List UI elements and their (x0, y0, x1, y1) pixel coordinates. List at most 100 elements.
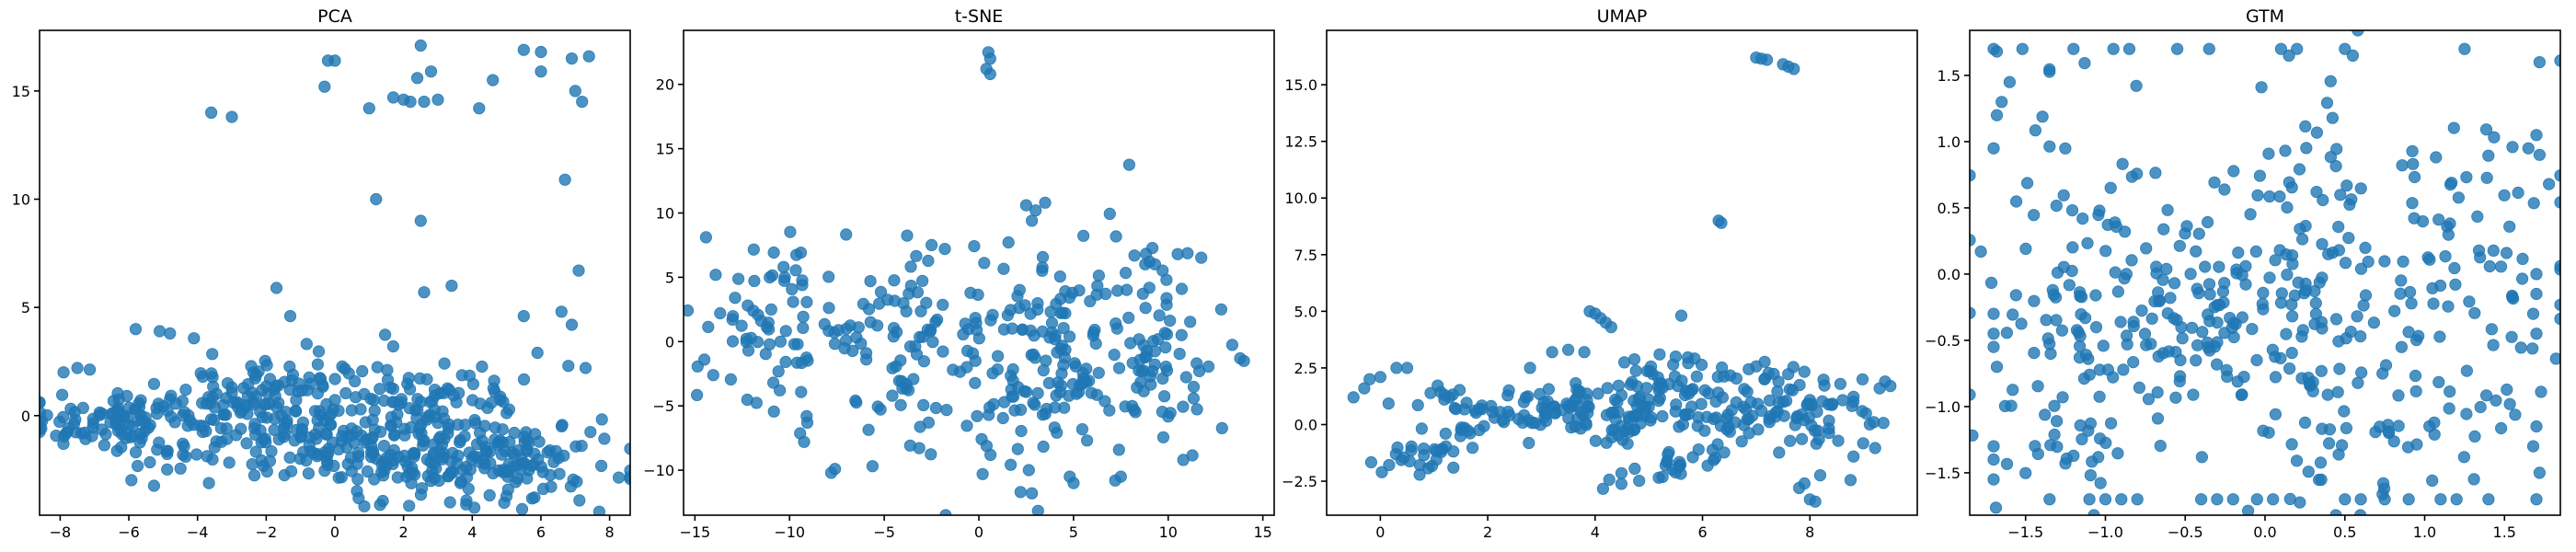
data-point (2388, 305, 2401, 317)
panel-umap: UMAP 0 2 4 6 8 −2.5 0.0 2.5 5.0 7.5 10.0 12.5 15.0 (1282, 6, 1918, 541)
data-point (1036, 250, 1050, 264)
data-point (866, 460, 880, 473)
data-point (444, 466, 457, 478)
data-point (828, 338, 842, 351)
data-point (2339, 493, 2352, 506)
data-point (1214, 303, 1228, 316)
data-point (917, 398, 930, 411)
data-point (2346, 49, 2359, 63)
data-point (2190, 354, 2202, 367)
data-point (2447, 121, 2460, 134)
data-point (2426, 282, 2439, 294)
data-point (194, 420, 207, 432)
y-tick-label: 5 (21, 299, 30, 316)
data-point (969, 376, 982, 389)
data-point (1156, 431, 1170, 443)
data-point (210, 387, 223, 400)
data-point (2099, 245, 2112, 258)
x-tick-label: 0.0 (2253, 523, 2276, 541)
points-pca (40, 39, 630, 515)
data-point (572, 264, 585, 277)
data-point (2315, 364, 2328, 377)
data-point (2186, 321, 2199, 334)
data-point (1653, 348, 1666, 361)
data-point (230, 429, 243, 442)
data-point (709, 269, 722, 282)
data-point (1114, 470, 1127, 483)
data-point (2444, 178, 2457, 191)
data-point (2285, 181, 2298, 194)
data-point (196, 370, 209, 384)
data-point (386, 339, 399, 353)
x-tick: −1.0 (2087, 515, 2123, 541)
data-point (1987, 453, 2000, 466)
data-point (2168, 277, 2181, 290)
x-tick: 0 (974, 515, 983, 541)
data-point (1390, 362, 1403, 374)
data-point (2396, 159, 2409, 172)
data-point (2236, 311, 2248, 324)
data-point (84, 363, 97, 376)
data-point (2354, 182, 2367, 195)
data-point (2339, 257, 2352, 270)
data-point (2211, 493, 2224, 506)
data-point (925, 238, 938, 251)
data-point (2191, 339, 2204, 351)
data-point (2310, 126, 2323, 139)
data-point (144, 455, 156, 469)
data-point (1724, 369, 1737, 382)
data-point (968, 239, 981, 253)
x-tick: 10 (1159, 515, 1178, 541)
data-point (2043, 338, 2056, 351)
data-point (2442, 300, 2455, 313)
data-point (1787, 361, 1800, 374)
data-point (271, 379, 285, 392)
data-point (339, 362, 351, 375)
data-point (476, 360, 489, 374)
data-point (283, 451, 296, 464)
data-point (2281, 268, 2294, 282)
data-point (86, 420, 99, 434)
data-point (414, 396, 428, 408)
y-tick-label: −2.5 (1282, 473, 1317, 490)
data-point (2535, 385, 2547, 398)
data-point (1126, 399, 1139, 412)
data-point (1538, 410, 1551, 423)
data-point (569, 85, 581, 98)
data-point (2269, 408, 2282, 420)
data-point (436, 453, 449, 466)
data-point (1720, 423, 1733, 436)
x-tick: 2 (399, 515, 408, 541)
data-point (2460, 408, 2473, 420)
data-point (60, 427, 73, 440)
data-point (1884, 379, 1897, 393)
data-point (1578, 346, 1591, 359)
data-point (902, 384, 915, 397)
data-point (225, 110, 238, 123)
y-tick: −10 (643, 462, 684, 479)
data-point (1152, 333, 1165, 346)
data-point (259, 380, 273, 393)
data-point (1718, 446, 1731, 459)
data-point (2530, 287, 2543, 301)
data-point (2281, 201, 2294, 214)
data-point (2086, 455, 2099, 468)
y-tick: 5 (21, 299, 40, 316)
data-point (1391, 441, 1404, 454)
data-point (328, 54, 341, 67)
data-point (55, 388, 69, 401)
data-point (1055, 367, 1068, 380)
data-point (894, 398, 907, 411)
data-point (388, 428, 401, 442)
data-point (774, 335, 788, 348)
data-point (2202, 42, 2215, 55)
data-point (2530, 420, 2543, 433)
data-point (2202, 215, 2214, 229)
y-tick: −2.5 (1282, 473, 1327, 490)
data-point (2048, 428, 2061, 442)
data-point (225, 385, 238, 399)
data-point (964, 286, 977, 299)
data-point (112, 393, 125, 406)
data-point (501, 483, 514, 496)
data-point (1153, 309, 1166, 322)
